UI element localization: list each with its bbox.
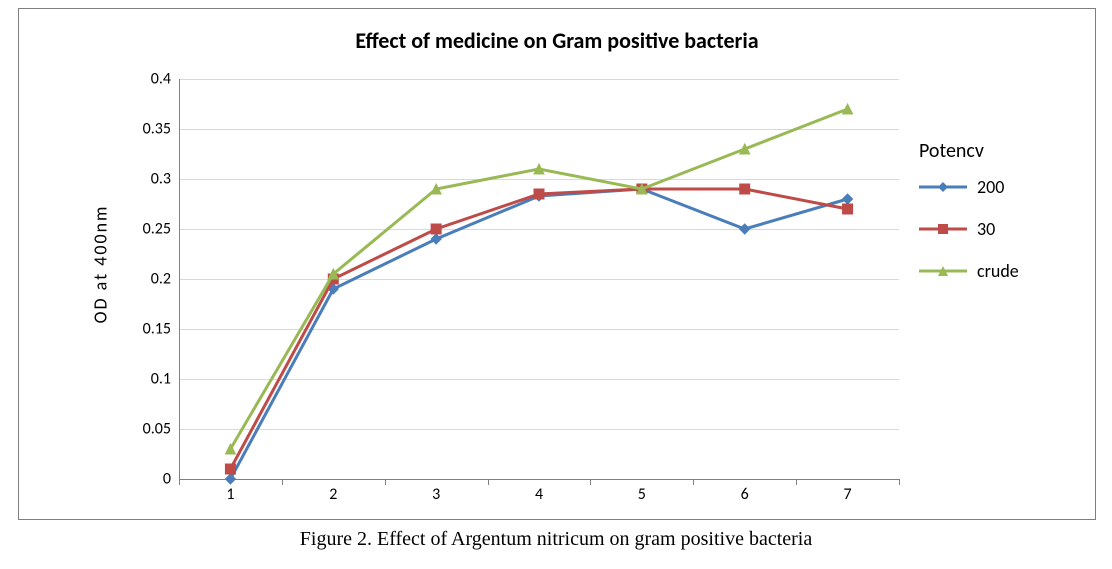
series-line-30 <box>230 189 847 469</box>
series-marker-200 <box>740 224 750 234</box>
legend-swatch <box>919 217 967 241</box>
y-axis-label: OD at 400nm <box>89 205 111 324</box>
x-tick-label: 5 <box>638 485 646 504</box>
x-axis-line <box>179 479 899 480</box>
x-tick-label: 4 <box>535 485 543 504</box>
legend-label: 30 <box>977 218 995 240</box>
x-tick-label: 2 <box>329 485 337 504</box>
legend-swatch <box>919 175 967 199</box>
series-marker-30 <box>431 224 441 234</box>
legend-item-200: 200 <box>919 175 1079 199</box>
x-tick <box>693 479 694 485</box>
legend-title: Potencv <box>919 139 1079 163</box>
legend-marker-icon <box>919 217 967 241</box>
legend-label: 200 <box>977 176 1004 198</box>
y-tick-label: 0.4 <box>151 70 171 89</box>
legend-item-30: 30 <box>919 217 1079 241</box>
series-layer <box>179 79 899 479</box>
x-tick <box>385 479 386 485</box>
x-tick-label: 3 <box>432 485 440 504</box>
chart-panel: Effect of medicine on Gram positive bact… <box>18 8 1096 520</box>
series-line-crude <box>230 109 847 449</box>
series-marker-30 <box>843 204 853 214</box>
legend-swatch <box>919 259 967 283</box>
y-tick-label: 0.2 <box>151 270 171 289</box>
y-tick-label: 0.15 <box>143 320 171 339</box>
y-tick-label: 0.1 <box>151 370 171 389</box>
legend-marker-icon <box>919 259 967 283</box>
chart-title: Effect of medicine on Gram positive bact… <box>19 27 1095 54</box>
figure-caption: Figure 2. Effect of Argentum nitricum on… <box>0 528 1112 551</box>
x-tick <box>179 479 180 485</box>
y-tick-label: 0.3 <box>151 170 171 189</box>
x-tick-label: 1 <box>226 485 234 504</box>
legend-item-crude: crude <box>919 259 1079 283</box>
series-marker-200 <box>843 194 853 204</box>
plot-area: 00.050.10.150.20.250.30.350.41234567 <box>179 79 899 479</box>
series-marker-30 <box>225 464 235 474</box>
x-tick-label: 7 <box>844 485 852 504</box>
x-tick <box>590 479 591 485</box>
series-line-200 <box>230 189 847 479</box>
legend: Potencv 200 30 crude <box>919 139 1079 301</box>
y-tick-label: 0.05 <box>143 420 171 439</box>
y-tick-label: 0.35 <box>143 120 171 139</box>
x-tick <box>899 479 900 485</box>
y-tick-label: 0.25 <box>143 220 171 239</box>
series-marker-30 <box>534 189 544 199</box>
legend-label: crude <box>977 260 1019 282</box>
series-marker-30 <box>740 184 750 194</box>
legend-marker-icon <box>919 175 967 199</box>
series-marker-200 <box>431 234 441 244</box>
x-tick <box>282 479 283 485</box>
y-tick-label: 0 <box>163 470 171 489</box>
x-tick <box>796 479 797 485</box>
x-tick-label: 6 <box>741 485 749 504</box>
x-tick <box>488 479 489 485</box>
